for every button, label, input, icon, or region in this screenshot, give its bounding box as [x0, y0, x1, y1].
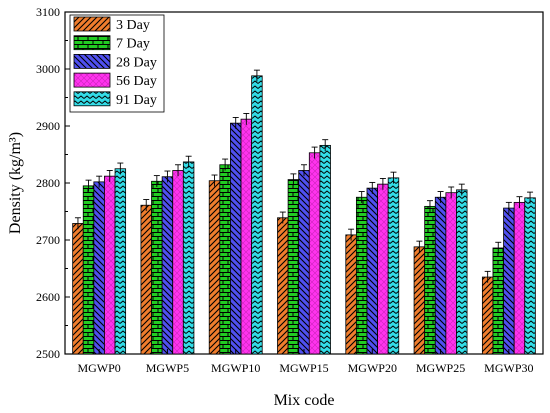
bar-mgwp20-3-day	[345, 234, 357, 355]
bar-mgwp20-56-day	[377, 183, 389, 355]
y-tick-label: 2600	[36, 290, 60, 304]
legend-label-28-day: 28 Day	[116, 55, 157, 70]
bar-mgwp20-28-day	[366, 187, 378, 355]
error-bars-layer	[74, 69, 534, 283]
bar-mgwp10-56-day	[240, 118, 253, 355]
legend-label-7-day: 7 Day	[116, 37, 150, 52]
legend-label-91-day: 91 Day	[116, 93, 157, 108]
x-tick-label: MGWP30	[484, 361, 533, 375]
bar-mgwp25-28-day	[434, 196, 447, 355]
bar-mgwp30-56-day	[513, 201, 526, 355]
bar-mgwp0-91-day	[114, 168, 127, 355]
y-tick-label: 3000	[36, 62, 60, 76]
y-axis-title: Density (kg/m³)	[7, 132, 24, 234]
x-tick-label: MGWP15	[279, 361, 328, 375]
bar-mgwp25-3-day	[413, 246, 426, 355]
bar-mgwp0-7-day	[82, 185, 95, 355]
bar-mgwp10-91-day	[251, 75, 263, 355]
bar-mgwp5-91-day	[182, 161, 195, 355]
bar-mgwp15-91-day	[319, 144, 331, 355]
bar-mgwp25-7-day	[424, 205, 436, 355]
bar-mgwp5-7-day	[151, 180, 163, 355]
bar-mgwp20-7-day	[355, 196, 368, 355]
legend-label-3-day: 3 Day	[116, 18, 150, 33]
bar-mgwp15-3-day	[277, 217, 289, 355]
x-tick-label: MGWP5	[146, 361, 189, 375]
bar-mgwp0-28-day	[93, 181, 105, 355]
bar-mgwp25-91-day	[456, 189, 468, 355]
y-tick-label: 3100	[36, 5, 60, 19]
legend-swatch-28-day	[73, 54, 111, 69]
y-tick-label: 2800	[36, 176, 60, 190]
legend-swatch-91-day	[73, 91, 111, 107]
legend-swatch-56-day	[73, 72, 111, 88]
legend: 3 Day 7 Day 28 Day 56 Day 91 Day	[69, 14, 165, 113]
y-tick-label: 2500	[36, 347, 60, 361]
bar-mgwp30-7-day	[492, 247, 504, 355]
bar-mgwp30-91-day	[524, 197, 536, 355]
x-tick-label: MGWP0	[77, 361, 120, 375]
y-tick-label: 2900	[36, 119, 60, 133]
x-axis-title: Mix code	[274, 392, 335, 409]
bar-mgwp10-7-day	[219, 164, 231, 355]
bar-mgwp5-3-day	[140, 204, 152, 355]
legend-swatch-7-day	[73, 35, 111, 51]
bars-layer	[72, 75, 536, 355]
x-tick-label: MGWP25	[416, 361, 465, 375]
bar-mgwp5-56-day	[172, 170, 184, 355]
x-axis-ticks: MGWP0 MGWP5 MGWP10 MGWP15 MGWP20 MGWP25 MGWP30	[77, 349, 534, 375]
bar-mgwp5-28-day	[161, 176, 174, 355]
bar-mgwp25-56-day	[445, 192, 457, 355]
bar-mgwp10-3-day	[208, 180, 221, 355]
bar-mgwp30-28-day	[503, 207, 515, 355]
bar-mgwp20-91-day	[387, 177, 400, 355]
y-axis-ticks: 2500 2600 2700 2800 2900 3000 3100	[36, 5, 70, 361]
bar-mgwp15-28-day	[298, 170, 310, 355]
bar-mgwp15-7-day	[287, 179, 300, 355]
bar-mgwp10-28-day	[230, 122, 242, 355]
y-tick-label: 2700	[36, 233, 60, 247]
legend-swatch-3-day	[73, 16, 111, 32]
bar-mgwp30-3-day	[481, 276, 494, 355]
legend-label-56-day: 56 Day	[116, 74, 157, 89]
x-tick-label: MGWP10	[211, 361, 260, 375]
bar-mgwp0-56-day	[104, 175, 116, 355]
x-tick-label: MGWP20	[348, 361, 397, 375]
bar-mgwp0-3-day	[72, 223, 84, 355]
bar-mgwp15-56-day	[308, 152, 321, 355]
